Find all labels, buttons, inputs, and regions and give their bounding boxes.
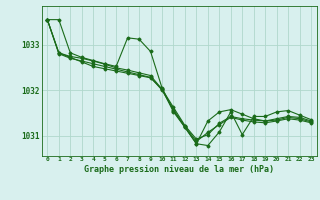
X-axis label: Graphe pression niveau de la mer (hPa): Graphe pression niveau de la mer (hPa) bbox=[84, 165, 274, 174]
